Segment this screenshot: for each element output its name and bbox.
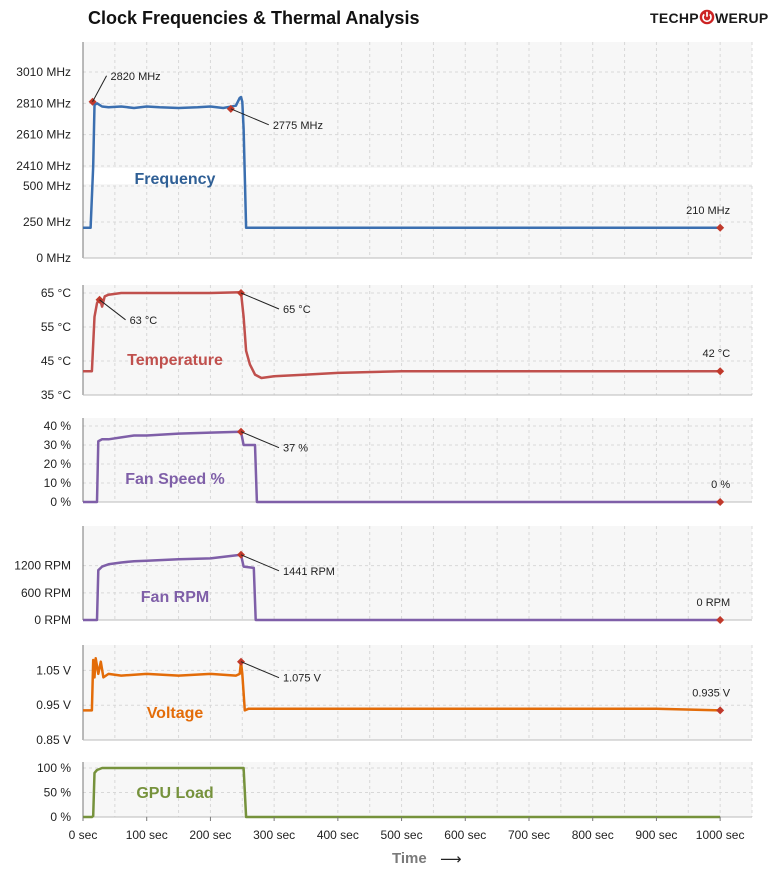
gpu-load-panel-label: GPU Load [136, 785, 213, 802]
fan-rpm-y-tick-label: 0 RPM [34, 613, 71, 627]
temperature-y-tick-label: 35 °C [41, 388, 71, 402]
voltage-y-tick-label: 1.05 V [36, 663, 71, 677]
fan-rpm-series-line [83, 553, 721, 622]
power-icon [699, 9, 715, 25]
x-tick-label: 100 sec [126, 828, 168, 842]
temperature-callout-label: 63 °C [130, 315, 158, 327]
x-tick-label: 800 sec [572, 828, 614, 842]
x-tick-label: 600 sec [444, 828, 486, 842]
frequency-end-marker [716, 223, 725, 232]
fan-rpm-y-tick-label: 600 RPM [21, 586, 71, 600]
temperature-end-value-label: 42 °C [703, 348, 731, 360]
x-axis-title: Time [392, 850, 427, 867]
fan-speed-callout-line [240, 431, 280, 449]
temperature-y-tick-label: 65 °C [41, 286, 71, 300]
frequency-y-tick-label: 500 MHz [23, 179, 71, 193]
fan-speed-y-tick-label: 30 % [44, 438, 72, 452]
fan-speed-y-tick-label: 10 % [44, 476, 72, 490]
voltage-callout-label: 1.075 V [283, 673, 322, 685]
frequency-plot-area [83, 42, 752, 258]
temperature-callout-line [99, 299, 126, 321]
temperature-callout-label: 65 °C [283, 304, 311, 316]
gpu-load-y-tick-label: 100 % [37, 761, 71, 775]
fan-speed-end-value-label: 0 % [711, 479, 730, 491]
x-tick-label: 1000 sec [696, 828, 745, 842]
x-tick-label: 0 sec [69, 828, 98, 842]
techpowerup-logo: TECHP WERUP [650, 9, 769, 26]
frequency-y-tick-label: 2610 MHz [16, 128, 71, 142]
frequency-end-value-label: 210 MHz [686, 205, 730, 217]
logo-text-left: TECHP [650, 10, 699, 26]
fan-speed-y-tick-label: 20 % [44, 457, 72, 471]
x-tick-label: 300 sec [253, 828, 295, 842]
fan-rpm-callout-line [240, 554, 280, 572]
chart-title: Clock Frequencies & Thermal Analysis [88, 8, 420, 28]
x-tick-label: 400 sec [317, 828, 359, 842]
frequency-y-tick-label: 250 MHz [23, 215, 71, 229]
frequency-callout-line [230, 108, 270, 126]
frequency-y-tick-label: 3010 MHz [16, 65, 71, 79]
fan-rpm-end-value-label: 0 RPM [697, 597, 731, 609]
voltage-y-tick-label: 0.95 V [36, 698, 71, 712]
fan-speed-y-tick-label: 40 % [44, 419, 72, 433]
frequency-y-tick-label: 2410 MHz [16, 159, 71, 173]
frequency-panel-label: Frequency [135, 171, 216, 188]
voltage-callout-line [240, 661, 280, 679]
voltage-series-line [83, 656, 721, 712]
temperature-y-tick-label: 55 °C [41, 320, 71, 334]
frequency-y-tick-label: 2810 MHz [16, 96, 71, 110]
gpu-load-y-tick-label: 0 % [50, 810, 71, 824]
fan-rpm-end-marker [716, 616, 725, 624]
gpu-load-series-line [83, 766, 721, 819]
frequency-series-line [83, 95, 721, 230]
temperature-panel-label: Temperature [127, 352, 223, 369]
voltage-end-marker [716, 706, 725, 715]
voltage-panel-label: Voltage [147, 705, 204, 722]
x-tick-label: 200 sec [189, 828, 231, 842]
temperature-y-tick-label: 45 °C [41, 354, 71, 368]
temperature-callout-line [240, 292, 280, 310]
fan-rpm-plot-area [83, 526, 752, 620]
frequency-callout-label: 2820 MHz [111, 71, 161, 83]
x-tick-label: 700 sec [508, 828, 550, 842]
fan-speed-panel-label: Fan Speed % [125, 471, 225, 488]
x-tick-label: 500 sec [381, 828, 423, 842]
gpu-load-plot-area [83, 762, 752, 817]
fan-rpm-callout-label: 1441 RPM [283, 566, 335, 578]
fan-rpm-y-tick-label: 1200 RPM [14, 559, 71, 573]
fan-rpm-panel-label: Fan RPM [141, 589, 209, 606]
fan-speed-series-line [83, 430, 721, 504]
gpu-load-y-tick-label: 50 % [44, 786, 72, 800]
frequency-callout-line [92, 75, 107, 103]
frequency-axis-break [81, 168, 754, 184]
voltage-end-value-label: 0.935 V [692, 687, 731, 699]
temperature-plot-area [83, 285, 752, 395]
voltage-y-tick-label: 0.85 V [36, 733, 71, 747]
frequency-y-tick-label: 0 MHz [36, 251, 71, 265]
fan-speed-y-tick-label: 0 % [50, 495, 71, 509]
x-tick-label: 900 sec [635, 828, 677, 842]
fan-speed-plot-area [83, 418, 752, 502]
logo-text-right: WERUP [714, 10, 769, 26]
x-axis-arrow: ⟶ [440, 851, 462, 868]
frequency-callout-label: 2775 MHz [273, 120, 323, 132]
temperature-end-marker [716, 367, 725, 376]
voltage-plot-area [83, 645, 752, 740]
fan-speed-end-marker [716, 498, 725, 506]
fan-speed-callout-label: 37 % [283, 443, 308, 455]
